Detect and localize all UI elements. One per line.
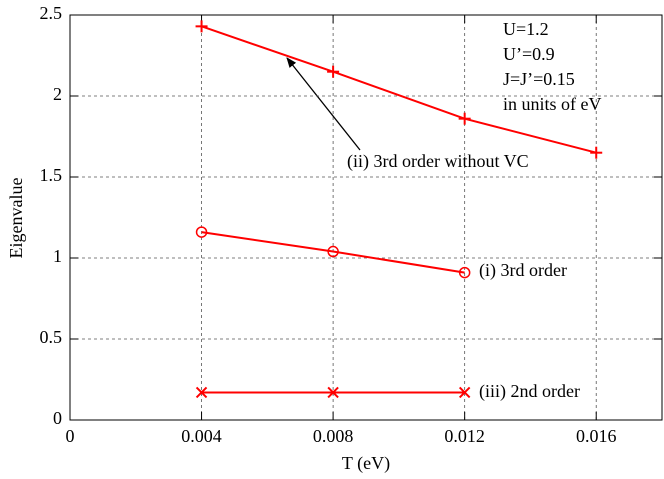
annotation: U=1.2 <box>503 19 549 39</box>
series-label: (ii) 3rd order without VC <box>347 151 529 172</box>
y-tick-label: 1 <box>53 246 62 266</box>
y-tick-label: 0 <box>53 408 62 428</box>
marker <box>327 245 339 258</box>
marker <box>195 20 208 33</box>
annotation: J=J’=0.15 <box>503 69 575 89</box>
y-tick-label: 2 <box>53 84 62 104</box>
marker <box>195 386 208 399</box>
series-line <box>201 25 597 154</box>
x-tick-label: 0.008 <box>313 426 354 446</box>
marker <box>327 386 339 399</box>
x-tick-label: 0.012 <box>444 426 485 446</box>
annotation: in units of eV <box>503 94 602 114</box>
series-label: (i) 3rd order <box>479 260 567 281</box>
x-tick-label: 0.016 <box>576 426 617 446</box>
marker-stroke <box>195 386 208 399</box>
marker <box>458 266 471 279</box>
x-tick-label: 0.004 <box>181 426 222 446</box>
x-tick-label: 0 <box>66 426 75 446</box>
marker-stroke <box>327 386 339 399</box>
y-axis-label: Eigenvalue <box>6 178 26 259</box>
marker-stroke <box>458 386 471 399</box>
annotation: U’=0.9 <box>503 44 555 64</box>
y-tick-label: 2.5 <box>40 3 63 23</box>
series-label: (iii) 2nd order <box>479 381 580 402</box>
marker <box>458 386 471 399</box>
marker <box>195 226 208 238</box>
marker <box>458 112 471 125</box>
y-tick-label: 1.5 <box>40 165 63 185</box>
plot-frame <box>69 14 663 421</box>
marker <box>327 65 340 78</box>
series-line <box>201 231 465 274</box>
marker <box>590 146 603 159</box>
annotation-arrow <box>286 57 361 151</box>
y-tick-label: 0.5 <box>40 327 63 347</box>
x-axis-label: T (eV) <box>342 453 390 474</box>
